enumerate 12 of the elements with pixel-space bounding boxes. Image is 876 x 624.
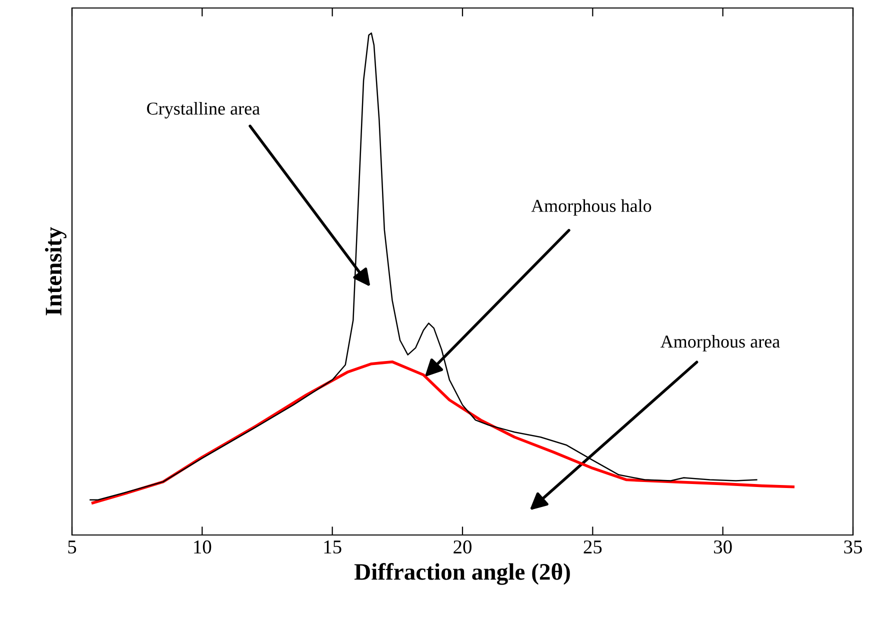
x-tick-label: 25 <box>584 540 602 554</box>
x-tick-label: 30 <box>714 540 732 554</box>
annotation: Crystalline area <box>147 102 260 118</box>
x-tick-label: 15 <box>324 540 342 554</box>
y-axis-title: Intensity <box>44 227 66 316</box>
x-tick-label: 10 <box>194 540 212 554</box>
annotation: Amorphous area <box>660 334 780 352</box>
x-tick-label: 35 <box>844 540 862 554</box>
x-tick-label: 5 <box>68 540 76 554</box>
annotation: Amorphous halo <box>531 199 652 216</box>
x-axis-title: Diffraction angle (2θ) <box>354 563 570 585</box>
x-tick-label: 20 <box>454 540 472 554</box>
